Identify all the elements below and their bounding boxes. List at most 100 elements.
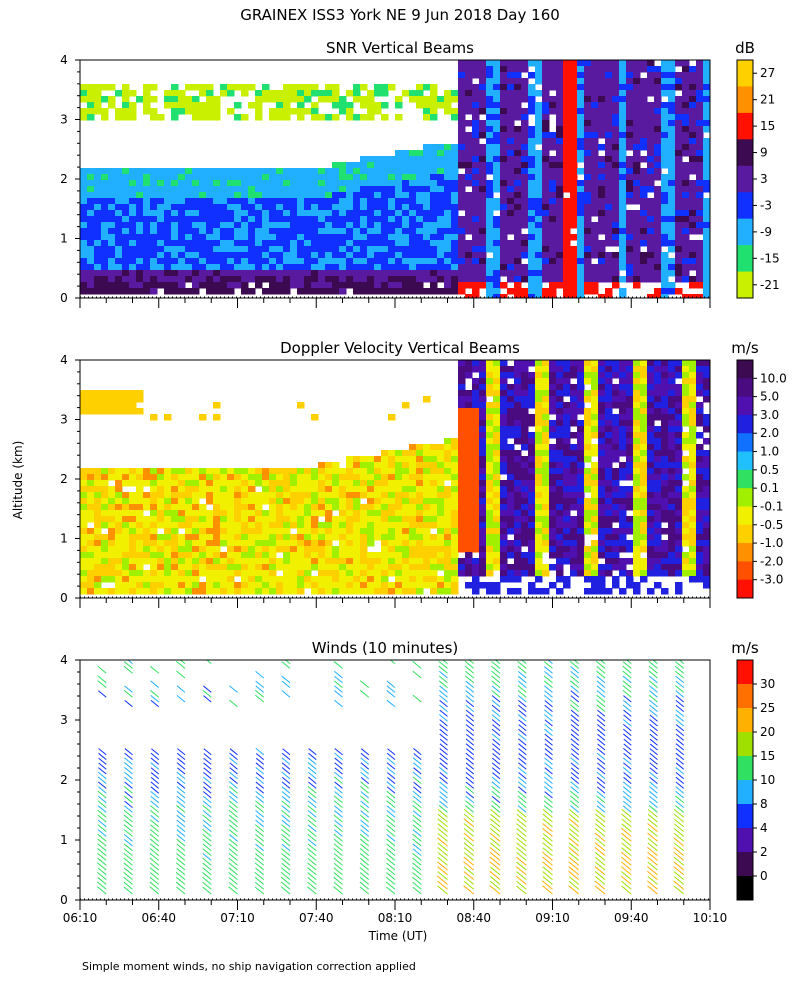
doppler-cell [150, 576, 158, 583]
doppler-cell [122, 564, 130, 571]
snr-cell [108, 282, 116, 289]
doppler-cell [563, 432, 571, 439]
snr-cell [619, 144, 627, 151]
doppler-cell [164, 480, 172, 487]
doppler-cell [521, 444, 529, 451]
snr-cell [633, 126, 641, 133]
snr-cell [584, 126, 592, 133]
snr-cell [143, 210, 151, 217]
snr-cell [696, 210, 704, 217]
doppler-cell [94, 480, 102, 487]
snr-cell [269, 210, 277, 217]
snr-cell [528, 108, 536, 115]
doppler-cell [143, 588, 151, 595]
doppler-cell [388, 558, 396, 565]
doppler-cell [458, 366, 466, 373]
snr-cell [556, 186, 564, 193]
snr-cell [570, 282, 578, 289]
snr-cell [479, 144, 487, 151]
snr-cell [108, 198, 116, 205]
snr-cell [206, 114, 214, 121]
snr-cell [185, 96, 193, 103]
snr-cell [507, 108, 515, 115]
snr-cell [661, 288, 669, 295]
snr-cell [444, 168, 452, 175]
snr-cell [136, 270, 144, 277]
snr-cell [521, 252, 529, 259]
snr-cell [311, 252, 319, 259]
snr-cell [689, 90, 697, 97]
snr-cell [381, 276, 389, 283]
doppler-cell [213, 582, 221, 589]
snr-cell [437, 96, 445, 103]
snr-cell [612, 264, 620, 271]
doppler-cell [437, 480, 445, 487]
snr-cell [409, 234, 417, 241]
doppler-cell [542, 378, 550, 385]
snr-cell [472, 138, 480, 145]
snr-cell [101, 222, 109, 229]
snr-cell [290, 216, 298, 223]
doppler-cell [423, 486, 431, 493]
snr-cell [647, 150, 655, 157]
doppler-cell [458, 396, 466, 403]
doppler-cell [451, 564, 459, 571]
doppler-cell [332, 534, 340, 541]
doppler-cell [654, 378, 662, 385]
doppler-cell [269, 468, 277, 475]
snr-cell [472, 282, 480, 289]
doppler-cell [409, 462, 417, 469]
snr-cell [570, 186, 578, 193]
doppler-cell [374, 462, 382, 469]
snr-cell [332, 246, 340, 253]
doppler-cell [598, 534, 606, 541]
doppler-cell [157, 522, 165, 529]
doppler-cell [157, 558, 165, 565]
doppler-cell [577, 420, 585, 427]
snr-cell [493, 150, 501, 157]
doppler-cell [115, 552, 123, 559]
doppler-cell [626, 372, 634, 379]
doppler-cell [241, 492, 249, 499]
snr-cell [668, 216, 676, 223]
snr-cell [115, 216, 123, 223]
snr-cell [395, 204, 403, 211]
doppler-cell [157, 474, 165, 481]
doppler-cell [591, 468, 599, 475]
snr-cell [346, 114, 354, 121]
doppler-cell [381, 576, 389, 583]
snr-cell [528, 174, 536, 181]
snr-cell [500, 216, 508, 223]
snr-cell [374, 174, 382, 181]
doppler-cell [269, 480, 277, 487]
doppler-cell [542, 408, 550, 415]
doppler-cell [255, 468, 263, 475]
snr-cell [570, 138, 578, 145]
snr-cell [339, 276, 347, 283]
snr-cell [213, 234, 221, 241]
snr-cell [402, 282, 410, 289]
doppler-cell [542, 504, 550, 511]
doppler-cell [584, 414, 592, 421]
snr-cell [605, 198, 613, 205]
snr-cell [388, 246, 396, 253]
doppler-cell [458, 384, 466, 391]
snr-cell [563, 144, 571, 151]
doppler-cell [185, 510, 193, 517]
snr-cell [367, 252, 375, 259]
snr-cell [164, 270, 172, 277]
snr-cell [311, 102, 319, 109]
doppler-cell [626, 492, 634, 499]
doppler-heatmap [80, 360, 710, 595]
snr-cell [430, 222, 438, 229]
snr-cell [598, 186, 606, 193]
doppler-cell [402, 534, 410, 541]
doppler-cell [451, 498, 459, 505]
snr-cell [654, 108, 662, 115]
snr-cell [143, 234, 151, 241]
snr-cell [353, 264, 361, 271]
doppler-cell [542, 372, 550, 379]
snr-cell [619, 294, 627, 298]
snr-cell [381, 270, 389, 277]
doppler-cell [535, 444, 543, 451]
